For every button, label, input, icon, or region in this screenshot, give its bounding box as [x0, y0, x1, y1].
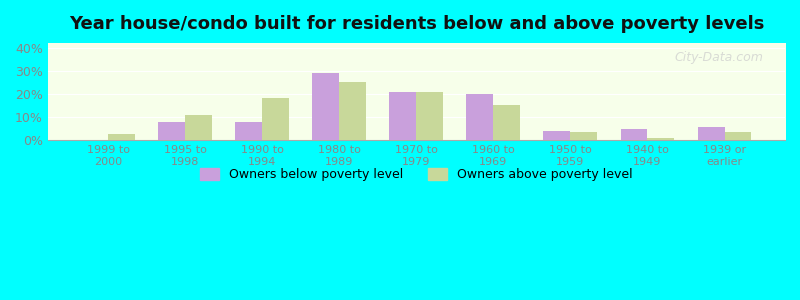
Bar	[725, 132, 751, 140]
Bar	[494, 105, 520, 140]
Bar	[647, 138, 674, 140]
Text: City-Data.com: City-Data.com	[674, 51, 763, 64]
Bar	[158, 122, 186, 140]
Title: Year house/condo built for residents below and above poverty levels: Year house/condo built for residents bel…	[69, 15, 764, 33]
Legend: Owners below poverty level, Owners above poverty level: Owners below poverty level, Owners above…	[194, 162, 639, 188]
Bar	[186, 115, 212, 140]
Bar	[390, 92, 416, 140]
Bar	[416, 92, 443, 140]
Bar	[108, 134, 135, 140]
Bar	[621, 129, 647, 140]
Bar	[235, 122, 262, 140]
Bar	[312, 73, 339, 140]
Bar	[466, 94, 494, 140]
Bar	[262, 98, 290, 140]
Bar	[698, 128, 725, 140]
Bar	[543, 131, 570, 140]
Bar	[570, 132, 598, 140]
Bar	[339, 82, 366, 140]
